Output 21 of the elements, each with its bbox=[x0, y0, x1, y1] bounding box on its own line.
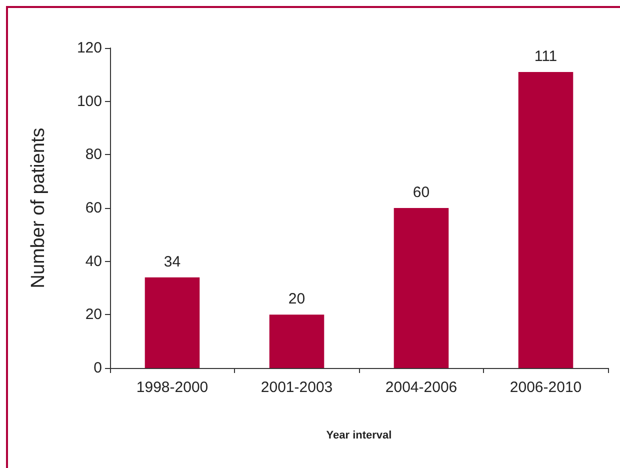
x-tick-label: 1998-2000 bbox=[136, 379, 208, 396]
y-tick-label: 80 bbox=[85, 146, 102, 164]
x-tick-label: 2004-2006 bbox=[385, 379, 458, 396]
y-tick-label: 0 bbox=[94, 360, 102, 376]
bar bbox=[394, 208, 449, 368]
bar bbox=[144, 277, 200, 368]
y-tick-label: 40 bbox=[85, 252, 102, 270]
data-label: 34 bbox=[164, 253, 181, 270]
x-tick-label: 2006-2010 bbox=[510, 379, 582, 396]
bar bbox=[269, 314, 324, 368]
data-label: 20 bbox=[288, 290, 306, 308]
y-tick-label: 60 bbox=[85, 200, 102, 216]
bar bbox=[518, 72, 574, 368]
x-tick-label: 2001-2003 bbox=[260, 379, 333, 396]
y-tick-label: 20 bbox=[85, 306, 102, 324]
data-label: 60 bbox=[412, 184, 430, 201]
data-label: 111 bbox=[534, 48, 558, 65]
y-tick-label: 120 bbox=[76, 40, 102, 56]
x-axis-title: Year interval bbox=[326, 430, 392, 442]
y-tick-label: 100 bbox=[76, 92, 102, 110]
y-axis-title: Number of patients bbox=[28, 128, 49, 288]
